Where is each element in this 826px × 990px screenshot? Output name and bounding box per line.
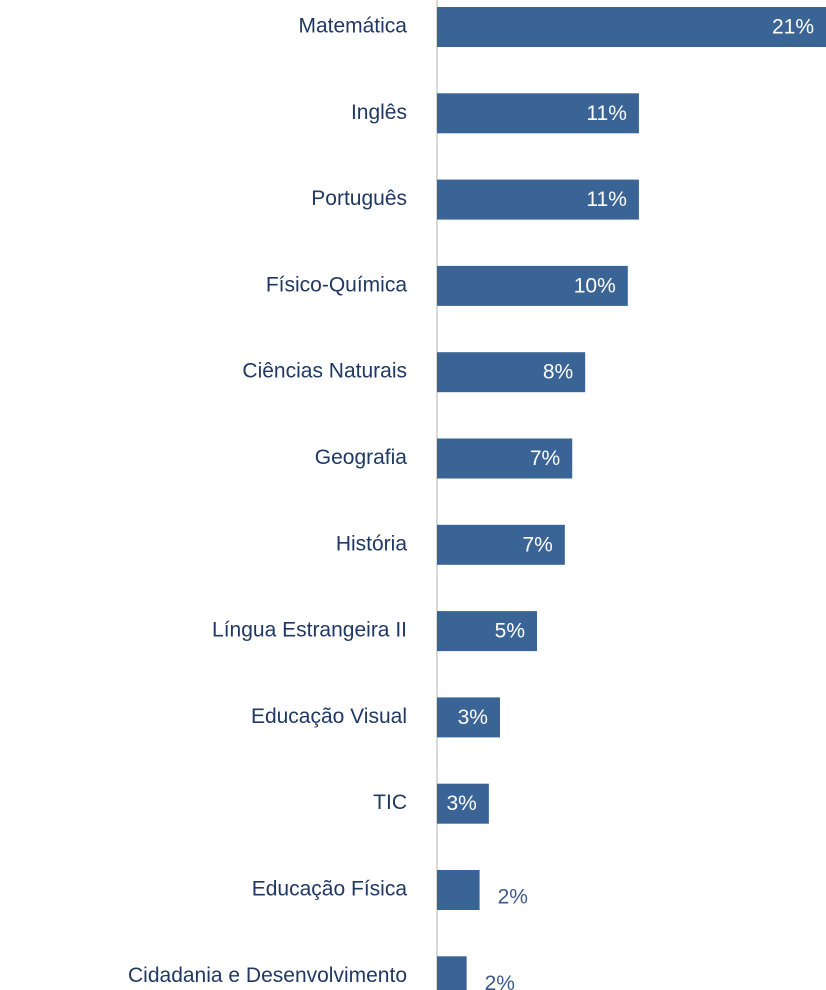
data-label: 7% [522,533,552,556]
bar [437,265,628,306]
category-label: Físico-Química [266,273,408,296]
bar [437,697,500,738]
bar [437,7,826,47]
data-label: 21% [772,16,814,39]
data-label: 10% [574,274,616,297]
data-label: 3% [447,792,477,815]
category-label: Cidadania e Desenvolvimento [128,964,407,987]
bar [437,870,480,910]
data-label: 2% [498,886,528,909]
bar [437,438,573,479]
category-label: Língua Estrangeira II [212,619,407,642]
bar [437,179,639,220]
bar [437,93,639,134]
data-label: 8% [543,361,573,384]
category-label: Geografia [315,446,408,469]
bar [437,956,467,990]
category-label: Educação Visual [251,705,407,728]
bar [437,783,489,824]
data-label: 5% [495,620,525,643]
data-label: 11% [586,102,626,125]
category-label: Educação Física [252,878,408,901]
bar [437,611,538,652]
data-label: 3% [458,706,488,729]
bar [437,524,565,565]
bar [437,352,586,393]
category-label: Matemática [298,15,407,38]
data-label: 7% [530,447,560,470]
category-label: História [336,532,408,555]
category-label: TIC [373,791,407,814]
category-label: Português [311,187,407,210]
category-label: Inglês [351,101,407,124]
data-label: 2% [485,972,515,990]
data-label: 11% [586,188,626,211]
category-label: Ciências Naturais [242,360,407,383]
